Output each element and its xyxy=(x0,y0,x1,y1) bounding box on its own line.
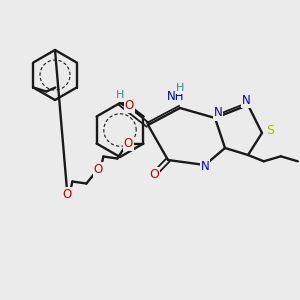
Text: N: N xyxy=(214,106,222,119)
Text: O: O xyxy=(63,188,72,201)
Text: N: N xyxy=(201,160,209,172)
Text: NH: NH xyxy=(167,90,185,103)
Text: O: O xyxy=(94,163,103,176)
Text: O: O xyxy=(124,137,133,150)
Text: O: O xyxy=(149,168,159,181)
Text: S: S xyxy=(266,124,274,137)
Text: O: O xyxy=(125,99,134,112)
Text: H: H xyxy=(116,91,124,100)
Text: N: N xyxy=(242,94,250,106)
Text: H: H xyxy=(176,83,184,93)
